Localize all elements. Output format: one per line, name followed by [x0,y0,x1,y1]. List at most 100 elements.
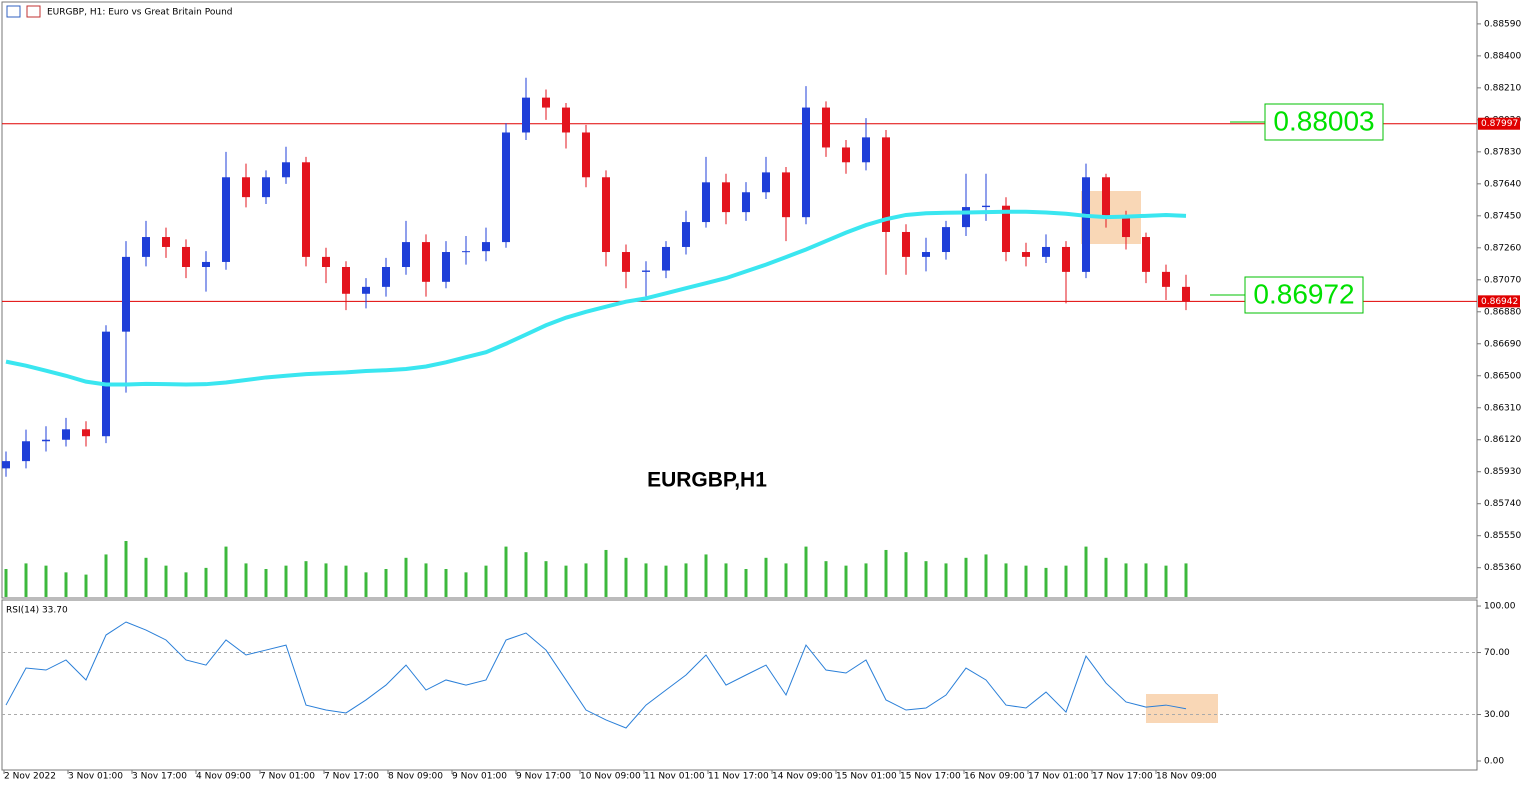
volume-bar [24,563,28,597]
moving-average [5,209,1187,387]
candle-body [642,270,650,272]
candle-body [662,246,670,271]
candle-body [442,252,450,282]
candle-body [942,227,950,253]
rsi-title: RSI(14) 33.70 [6,606,68,616]
x-tick-label: 4 Nov 09:00 [196,772,251,782]
x-tick-label: 8 Nov 09:00 [388,772,443,782]
y-tick-label: 0.86690 [1484,339,1521,349]
candle-body [722,182,730,213]
volume-bar [524,552,528,597]
volume-bar [1024,565,1028,597]
volume-bar [624,557,628,597]
volume-bar [1184,563,1188,597]
candle-body [182,246,190,268]
x-tick-label: 18 Nov 09:00 [1156,772,1217,782]
y-tick-label: 0.87640 [1484,179,1521,189]
volume-bar [104,554,108,597]
y-tick-label: 0.85550 [1484,531,1521,541]
annotation-box [1264,103,1384,141]
x-tick-label: 3 Nov 17:00 [132,772,187,782]
y-tick-label: 0.85930 [1484,467,1521,477]
candle-body [1122,217,1130,238]
volume-bar [1084,546,1088,597]
candle-body [342,267,350,294]
candle-body [962,207,970,228]
x-tick-label: 17 Nov 17:00 [1092,772,1153,782]
candle-body [862,137,870,163]
y-tick-label: 0.88210 [1484,83,1521,93]
y-tick-label: 0.00 [1484,757,1504,767]
candle-body [42,439,50,442]
candle-body [782,172,790,218]
volume-bar [864,563,868,597]
icon [6,5,21,18]
volume-bar [284,565,288,597]
candle-body [822,107,830,148]
candle-body [1082,177,1090,272]
candle-body [702,182,710,223]
volume-bar [424,563,428,597]
volume-bar [4,569,8,597]
x-tick-label: 11 Nov 17:00 [708,772,769,782]
volume-bar [604,549,608,597]
volume-bar [784,563,788,597]
candle-body [262,177,270,198]
x-tick-label: 11 Nov 01:00 [644,772,705,782]
candle-body [1162,271,1170,287]
volume-bar [64,572,68,597]
volume-bar [464,572,468,597]
volume-bar [264,569,268,597]
candle-body [482,242,490,252]
candle-body [1062,246,1070,272]
x-tick-label: 15 Nov 01:00 [836,772,897,782]
x-tick-label: 15 Nov 17:00 [900,772,961,782]
candle-body [382,267,390,287]
volume-bar [444,569,448,597]
y-tick-label: 0.86500 [1484,371,1521,381]
volume-bar [884,549,888,597]
volume-bar [224,546,228,597]
price-panel [1,1,1478,599]
volume-bar [924,561,928,597]
volume-bar [584,563,588,597]
x-tick-label: 14 Nov 09:00 [772,772,833,782]
candle-body [2,461,10,469]
volume-bar [984,554,988,597]
volume-bar [944,563,948,597]
candle-body [522,97,530,133]
icon [26,5,41,18]
volume-bar [164,565,168,597]
volume-bar [744,569,748,597]
candle-body [62,429,70,440]
volume-bar [204,567,208,597]
level-tag [1478,117,1520,130]
volume-bar [484,565,488,597]
x-tick-label: 7 Nov 17:00 [324,772,379,782]
volume-bar [844,565,848,597]
level-label: 0.86942 [1481,297,1518,307]
annotation-label: 0.88003 [1273,105,1374,136]
volume-bar [1164,565,1168,597]
candle-body [602,177,610,253]
candle-body [282,162,290,178]
y-tick-label: 0.85360 [1484,563,1521,573]
volume-bar [144,557,148,597]
volume-bar [384,569,388,597]
y-tick-label: 100.00 [1484,602,1516,612]
y-tick-label: 0.86310 [1484,403,1521,413]
chart-title: EURGBP,H1 [647,469,767,492]
volume-bar [344,565,348,597]
candle-body [1022,252,1030,257]
volume-bar [804,546,808,597]
y-tick-label: 0.86880 [1484,307,1521,317]
candle-body [882,137,890,232]
candle-body [1002,205,1010,253]
volume-bar [1004,563,1008,597]
volume-bar [644,563,648,597]
x-tick-label: 16 Nov 09:00 [964,772,1025,782]
y-tick-label: 0.87260 [1484,243,1521,253]
candle-body [362,286,370,294]
volume-bar [84,574,88,597]
